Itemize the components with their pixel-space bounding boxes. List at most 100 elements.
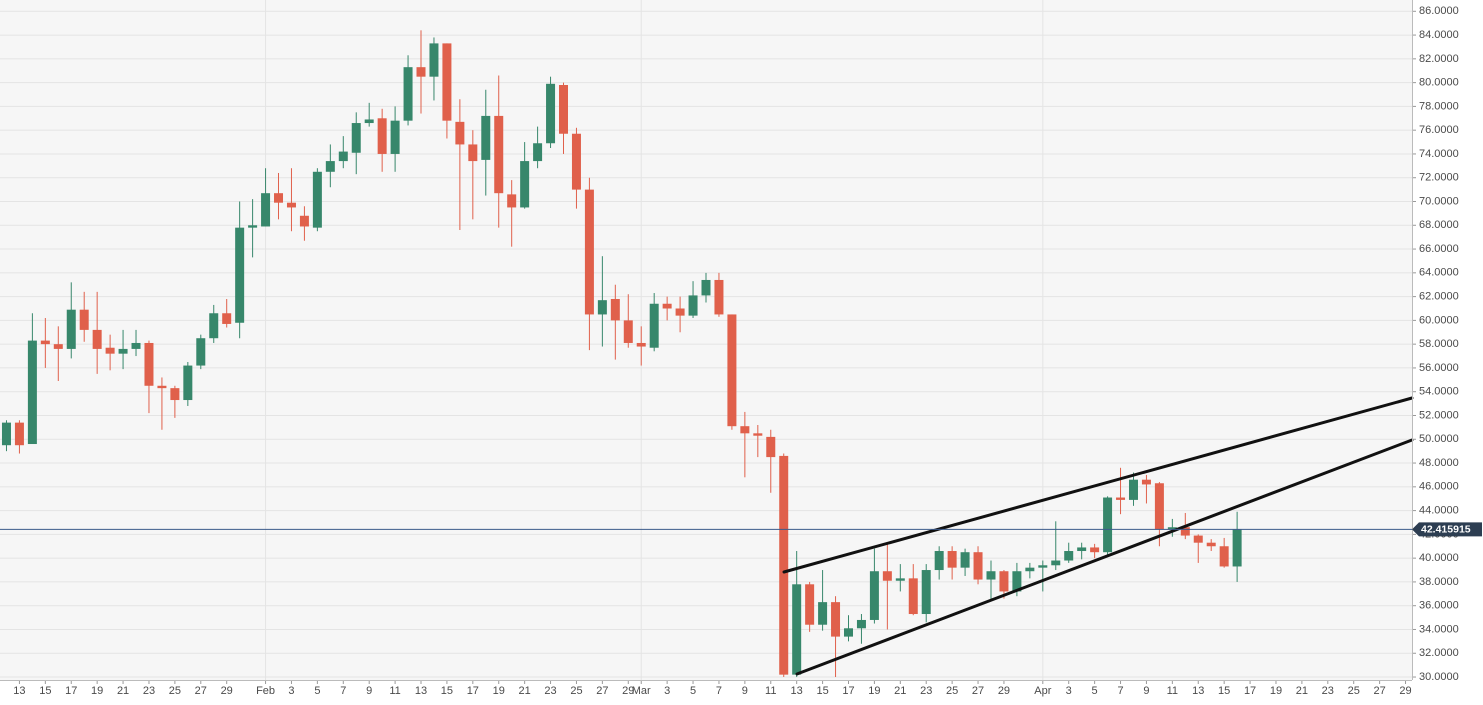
candle-body <box>520 161 530 208</box>
y-tick-label: 70.0000 <box>1419 195 1459 207</box>
candle-body <box>831 602 841 637</box>
candle-body <box>274 193 284 203</box>
candle-body <box>947 551 957 568</box>
x-tick-label: 3 <box>664 685 670 697</box>
candle-body <box>856 619 866 629</box>
x-tick-label: 27 <box>195 685 207 697</box>
x-tick-label: 27 <box>1373 685 1385 697</box>
candle-body <box>934 551 944 571</box>
candle-body <box>312 171 322 228</box>
candle-body <box>1103 497 1113 553</box>
x-tick-label: 11 <box>765 685 776 697</box>
candle-body <box>973 552 983 580</box>
candle-body <box>92 329 102 349</box>
y-tick-label: 50.0000 <box>1419 433 1459 445</box>
plot-background <box>0 0 1412 680</box>
y-tick-label: 78.0000 <box>1419 100 1459 112</box>
candle-body <box>1077 547 1087 552</box>
candle-body <box>53 344 63 349</box>
x-tick-label: 25 <box>169 685 181 697</box>
y-tick-label: 74.0000 <box>1419 148 1459 160</box>
candle-body <box>546 83 556 144</box>
x-tick-label: 13 <box>1192 685 1204 697</box>
y-tick-label: 84.0000 <box>1419 29 1459 41</box>
y-tick-label: 72.0000 <box>1419 172 1459 184</box>
x-tick-label: 21 <box>117 685 129 697</box>
candle-body <box>196 338 206 366</box>
candle-body <box>1206 542 1216 547</box>
x-tick-label: 15 <box>39 685 51 697</box>
candle-body <box>222 313 232 324</box>
candle-body <box>261 193 271 227</box>
candle-body <box>766 436 776 458</box>
x-tick-label: 11 <box>1167 685 1178 697</box>
candle-body <box>481 115 491 160</box>
candle-body <box>144 342 154 386</box>
candle-body <box>403 67 413 121</box>
candle-body <box>1038 565 1048 568</box>
x-tick-label: 7 <box>340 685 346 697</box>
candle-body <box>921 570 931 615</box>
candle-body <box>105 347 115 354</box>
candle-body <box>610 298 620 321</box>
x-tick-label: 15 <box>441 685 453 697</box>
y-tick-label: 30.0000 <box>1419 671 1459 683</box>
x-tick-label: 5 <box>1092 685 1098 697</box>
y-tick-label: 54.0000 <box>1419 386 1459 398</box>
candle-body <box>960 552 970 568</box>
x-tick-label: 7 <box>1117 685 1123 697</box>
candle-body <box>597 300 607 315</box>
y-tick-label: 48.0000 <box>1419 457 1459 469</box>
candle-body <box>869 571 879 620</box>
candle-body <box>455 121 465 145</box>
x-tick-label: 3 <box>288 685 294 697</box>
x-tick-label: 25 <box>570 685 582 697</box>
x-tick-label: 9 <box>1143 685 1149 697</box>
candle-body <box>1141 479 1151 485</box>
x-tick-label: 27 <box>972 685 984 697</box>
x-tick-label: 17 <box>467 685 479 697</box>
candle-body <box>649 303 659 348</box>
candle-body <box>1232 529 1242 567</box>
candle-body <box>1128 479 1138 500</box>
candle-body <box>79 309 89 330</box>
candle-body <box>364 119 374 124</box>
candle-body <box>1064 551 1074 561</box>
x-tick-label: 19 <box>493 685 505 697</box>
candle-body <box>714 279 724 315</box>
x-tick-label: 23 <box>143 685 155 697</box>
y-tick-label: 58.0000 <box>1419 338 1459 350</box>
candle-body <box>351 123 361 153</box>
candle-body <box>740 426 750 434</box>
trendlines <box>782 396 1414 676</box>
candle-body <box>1154 483 1164 530</box>
candle-body <box>494 115 504 194</box>
last-price-marker <box>1412 522 1482 537</box>
x-tick-label: 29 <box>1399 685 1411 697</box>
y-tick-label: 66.0000 <box>1419 243 1459 255</box>
candle-body <box>209 313 219 339</box>
candle-body <box>623 320 633 343</box>
x-tick-label: 13 <box>13 685 25 697</box>
y-tick-label: 38.0000 <box>1419 576 1459 588</box>
candle-body <box>675 308 685 316</box>
y-tick-label: 62.0000 <box>1419 291 1459 303</box>
candles <box>1 30 1242 678</box>
candle-body <box>183 365 193 401</box>
x-tick-label: 17 <box>1244 685 1256 697</box>
last-price-label: 42.415915 <box>1421 524 1471 536</box>
candle-body <box>1 422 11 446</box>
candle-body <box>792 584 802 675</box>
x-tick-label: 23 <box>1322 685 1334 697</box>
y-tick-label: 82.0000 <box>1419 53 1459 65</box>
y-tick-label: 40.0000 <box>1419 552 1459 564</box>
x-tick-label: 7 <box>716 685 722 697</box>
candle-body <box>727 314 737 427</box>
candle-body <box>468 144 478 162</box>
candle-body <box>429 43 439 77</box>
y-tick-label: 86.0000 <box>1419 5 1459 17</box>
y-tick-label: 46.0000 <box>1419 481 1459 493</box>
x-tick-label: 19 <box>868 685 880 697</box>
candle-body <box>1180 527 1190 536</box>
